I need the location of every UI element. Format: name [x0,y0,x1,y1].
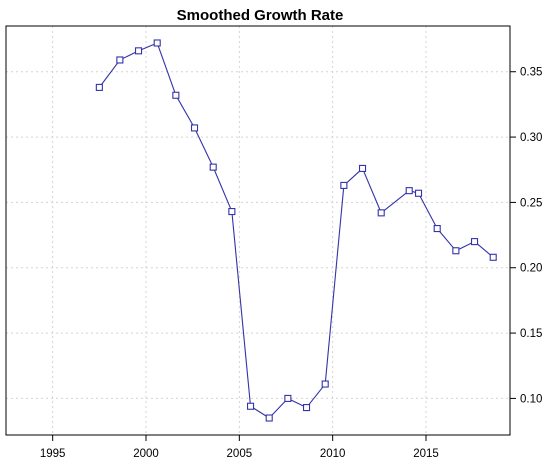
y-tick-label: 0.20 [520,263,542,275]
x-tick-label: 2015 [413,448,439,460]
data-point [153,39,161,47]
series-line-segment [177,98,194,126]
y-tick-label: 0.25 [520,197,542,209]
grid-lines [6,26,510,435]
x-tick-label: 2005 [227,448,253,460]
series-line-segment [412,191,416,193]
data-point [302,404,311,412]
data-point [265,414,273,422]
series-line-segment [253,407,267,417]
data-point [489,253,497,261]
series-line-segment [308,386,324,406]
series-line-segment [346,170,361,184]
series-line-segment [100,62,119,85]
series-line-segment [141,43,155,50]
series-line-segment [271,400,286,416]
y-tick-label: 0.35 [520,67,542,79]
data-point [172,91,180,99]
data-point [433,224,441,233]
y-tick-label: 0.15 [520,328,542,340]
data-point [470,238,479,246]
data-point [95,83,103,91]
y-axis: 0.10 0.15 0.20 0.25 0.30 0.35 [510,67,542,405]
data-point [414,189,423,197]
data-point [134,47,143,55]
series-line-segment [439,230,455,249]
x-tick-label: 2010 [320,448,346,460]
plot-frame [5,25,511,436]
x-tick-label: 1995 [40,448,66,460]
data-point [377,209,385,217]
data-point [452,247,460,255]
data-point [209,163,217,171]
data-point [190,124,199,132]
series-line-segment [324,188,345,381]
data-point [321,380,329,388]
series-line-segment [195,130,213,165]
series-line-segment [363,171,381,210]
series-line-segment [476,243,491,256]
data-point [116,56,124,64]
y-tick-label: 0.10 [520,393,542,405]
series-line-segment [122,51,136,59]
series-line-segment [157,46,176,93]
x-axis: 1995 2000 2005 2010 2015 [40,435,439,460]
series-line-segment [290,399,304,407]
y-tick-label: 0.30 [520,132,542,144]
series-line-segment [458,242,472,250]
data-point [358,164,367,172]
x-tick-label: 2000 [133,448,159,460]
chart-title: Smoothed Growth Rate [177,7,344,24]
data-point [340,181,348,189]
data-point [405,187,413,195]
data-point [228,208,236,216]
series-line-segment [419,196,437,226]
data-point [246,402,255,410]
series-line-segment [231,214,251,403]
data-point [284,394,292,402]
series-line-segment [214,170,232,209]
series-line-segment [383,192,407,212]
series-smoothed-growth-rate [95,39,497,422]
